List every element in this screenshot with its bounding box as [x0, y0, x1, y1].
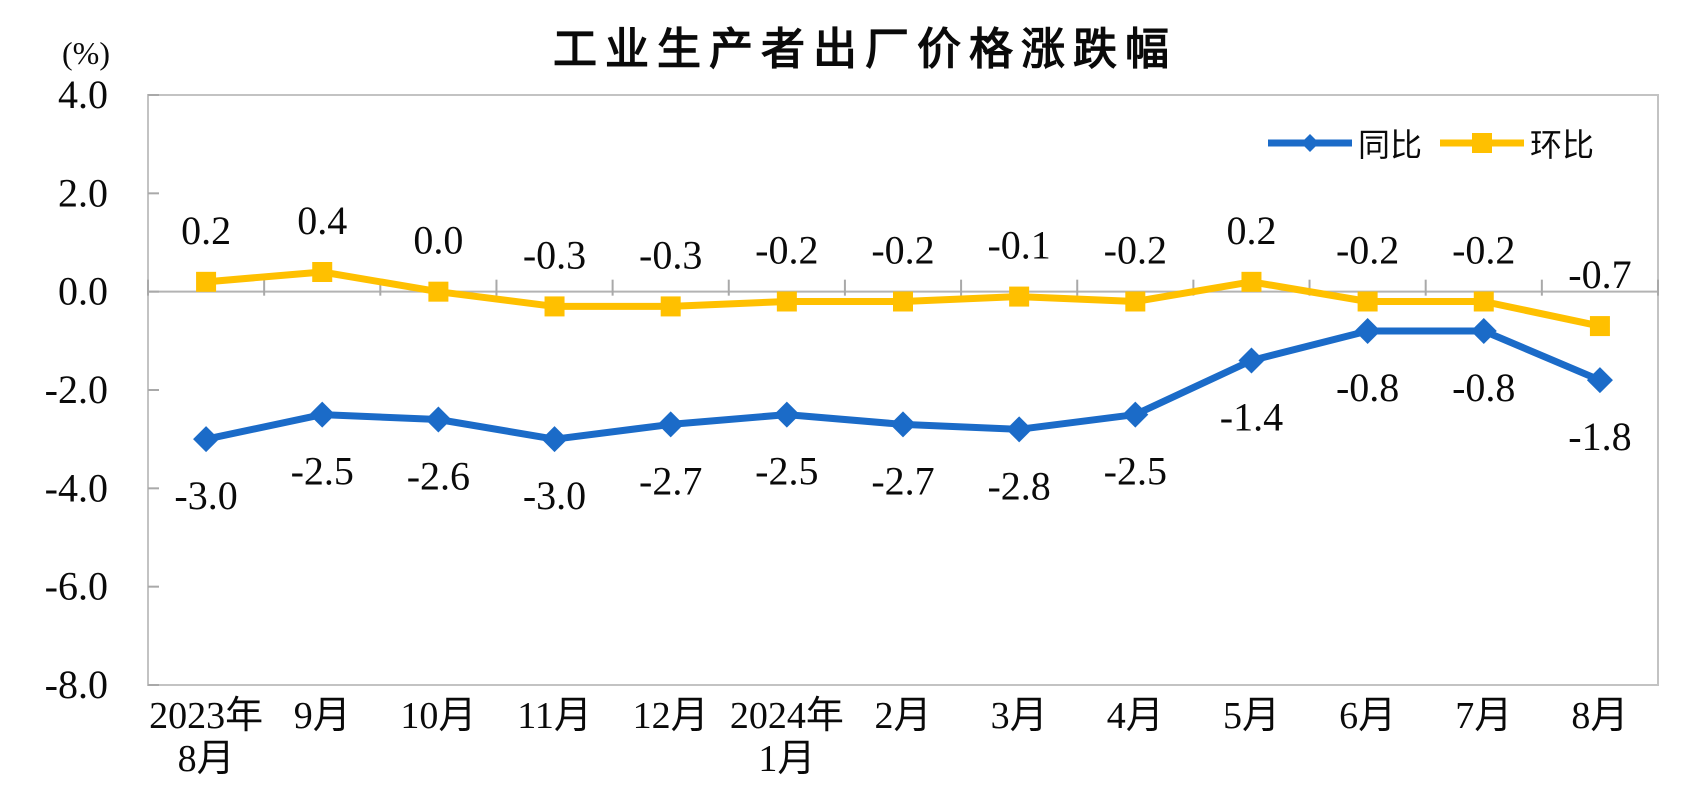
x-axis-category-label: 7月: [1455, 695, 1512, 737]
data-point-label: -0.2: [871, 228, 934, 273]
data-point-label: -0.3: [523, 232, 586, 277]
data-point-label: -0.2: [1452, 228, 1515, 273]
data-label-layer: 0.2 0.4 0.0 -0.3 -0.3 -0.2 -0.2 -0.1 -0.2 0.2 -0.2…: [174, 198, 1631, 518]
data-point-square-marker: [660, 296, 681, 317]
data-point-square-marker: [776, 291, 797, 312]
data-point-label: -2.5: [291, 449, 354, 494]
data-point-label: -0.2: [1104, 228, 1167, 273]
data-point-diamond-marker: [193, 426, 220, 453]
data-point-square-marker: [1589, 316, 1610, 337]
x-axis-category-label: 8月: [1571, 695, 1628, 737]
data-point-square-marker: [1125, 291, 1146, 312]
legend-label-yoy: 同比: [1358, 127, 1422, 163]
data-point-square-marker: [1473, 291, 1494, 312]
x-axis-category-label: 2023年: [149, 695, 263, 737]
data-point-label: -0.2: [1336, 228, 1399, 273]
data-point-diamond-marker: [657, 411, 684, 438]
data-point-diamond-marker: [1006, 416, 1033, 443]
x-axis-category-label: 10月: [400, 695, 476, 737]
data-point-diamond-marker: [1586, 367, 1613, 394]
data-point-diamond-marker: [309, 401, 336, 428]
y-axis-tick-label: -8.0: [45, 662, 108, 707]
data-point-label: 0.2: [181, 208, 231, 253]
data-point-square-marker: [1357, 291, 1378, 312]
legend-diamond-marker-icon: [1301, 134, 1319, 152]
data-point-square-marker: [544, 296, 565, 317]
y-axis-tick-label: -4.0: [45, 465, 108, 510]
y-axis-tick-label: -2.0: [45, 367, 108, 412]
data-point-label: -2.5: [755, 449, 818, 494]
legend-square-marker-icon: [1472, 133, 1492, 153]
data-point-label: -3.0: [523, 473, 586, 518]
data-point-square-marker: [312, 262, 333, 282]
data-point-label: -2.7: [639, 458, 702, 503]
data-point-label: -1.8: [1568, 414, 1631, 459]
data-point-diamond-marker: [1238, 347, 1265, 374]
data-point-diamond-marker: [1470, 318, 1497, 344]
data-point-label: -2.5: [1104, 449, 1167, 494]
data-point-diamond-marker: [425, 406, 452, 433]
data-point-diamond-marker: [541, 426, 568, 453]
data-point-label: -0.7: [1568, 252, 1631, 297]
x-axis-category-label: 9月: [294, 695, 351, 737]
data-point-diamond-marker: [1354, 318, 1381, 344]
data-point-diamond-marker: [1122, 401, 1149, 428]
x-axis-category-label: 2月: [874, 695, 931, 737]
series-layer: [193, 262, 1613, 453]
y-axis-tick-label: 2.0: [58, 170, 108, 215]
data-point-diamond-marker: [773, 401, 800, 428]
legend-item-mom: 环比: [1440, 127, 1594, 163]
x-axis-category-label: 5月: [1223, 695, 1280, 737]
x-axis-category-label: 12月: [633, 695, 709, 737]
data-point-diamond-marker: [890, 411, 916, 438]
data-point-label: -0.8: [1336, 365, 1399, 410]
x-axis-category-label: 2024年: [730, 695, 844, 737]
data-point-label: -2.6: [407, 454, 470, 499]
data-point-label: -3.0: [174, 473, 237, 518]
x-axis-category-label: 1月: [758, 738, 815, 780]
data-point-label: -0.2: [755, 228, 818, 273]
data-point-label: 0.0: [413, 218, 463, 263]
data-point-label: -1.4: [1220, 395, 1283, 440]
legend-label-mom: 环比: [1530, 127, 1594, 163]
x-axis-category-label: 11月: [517, 695, 592, 737]
data-point-label: -0.3: [639, 232, 702, 277]
legend-item-yoy: 同比: [1268, 127, 1422, 163]
y-axis-tick-label: -6.0: [45, 564, 108, 609]
data-point-square-marker: [428, 281, 449, 302]
x-axis-category-label: 4月: [1107, 695, 1164, 737]
y-axis-tick-label: 0.0: [58, 269, 108, 314]
x-axis-category-label: 3月: [991, 695, 1048, 737]
chart-title: 工业生产者出厂价格涨跌幅: [553, 25, 1177, 74]
data-point-square-marker: [1009, 286, 1030, 307]
data-point-label: 0.2: [1226, 208, 1276, 253]
x-axis-category-label: 8月: [178, 738, 235, 780]
data-point-label: -2.8: [987, 463, 1050, 508]
data-point-label: 0.4: [297, 198, 347, 243]
y-axis-tick-label: 4.0: [58, 72, 108, 117]
x-axis-category-label: 6月: [1339, 695, 1396, 737]
data-point-label: -0.1: [987, 223, 1050, 268]
data-point-square-marker: [1241, 271, 1262, 292]
data-point-square-marker: [196, 271, 217, 292]
legend: 同比 环比: [1268, 127, 1594, 163]
plot-area-border: [147, 94, 1659, 686]
data-point-label: -2.7: [871, 458, 934, 503]
data-point-square-marker: [893, 291, 913, 312]
y-axis-unit-label: (%): [62, 35, 110, 71]
data-point-label: -0.8: [1452, 365, 1515, 410]
